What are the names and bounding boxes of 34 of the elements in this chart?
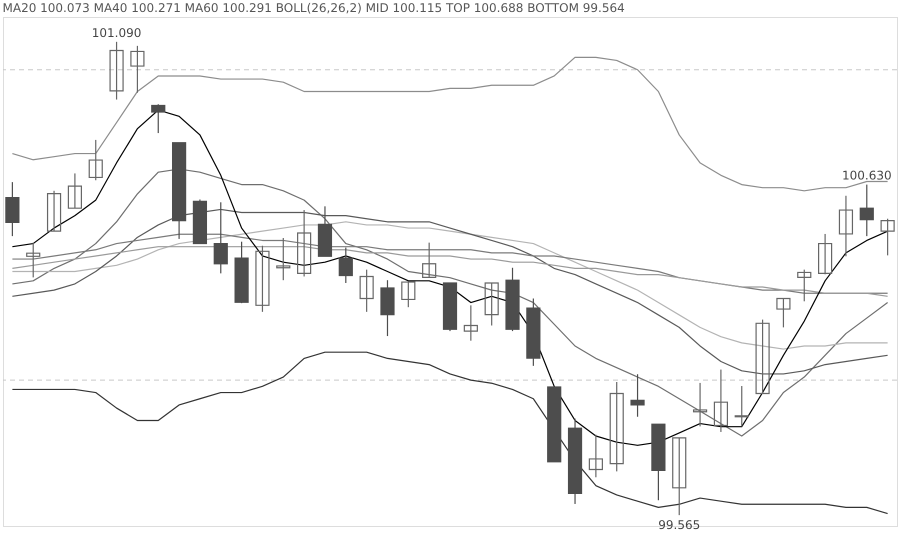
candlestick xyxy=(401,281,416,308)
candlestick xyxy=(734,385,749,427)
annotation: 99.565 xyxy=(658,518,700,532)
candlestick xyxy=(338,247,353,284)
candlestick xyxy=(797,269,812,302)
candlestick xyxy=(276,237,290,281)
text: MA20 100.073 MA40 100.271 MA60 100.291 BOLL(26,26,2) MID 100.115 TOP 100.688 BOTTOM 99.564 xyxy=(2,1,625,15)
candlestick xyxy=(755,319,770,394)
annotation: 100.630 xyxy=(842,168,892,183)
candlestick xyxy=(860,184,874,237)
candlestick xyxy=(422,242,436,278)
candlestick xyxy=(484,282,499,326)
candlestick xyxy=(838,195,854,257)
candlestick xyxy=(776,298,791,328)
candlestick xyxy=(880,218,895,256)
candlestick xyxy=(692,382,708,427)
annotation: 101.090 xyxy=(92,26,142,40)
candlestick xyxy=(672,437,686,516)
candlestick xyxy=(46,190,62,232)
candlestick xyxy=(109,41,124,100)
candlestick xyxy=(818,233,832,275)
candlestick xyxy=(297,209,312,278)
candlestick xyxy=(68,172,82,209)
candlestick xyxy=(610,381,624,472)
candlestick xyxy=(26,242,40,278)
candlestick xyxy=(464,304,478,342)
candlestick xyxy=(130,45,145,94)
candlestick xyxy=(88,139,103,181)
candlestick xyxy=(714,368,728,433)
candlestick xyxy=(360,269,374,312)
candlestick xyxy=(255,245,270,312)
candlestick xyxy=(151,104,166,134)
candlestick xyxy=(630,374,645,418)
candlestick xyxy=(588,434,603,478)
